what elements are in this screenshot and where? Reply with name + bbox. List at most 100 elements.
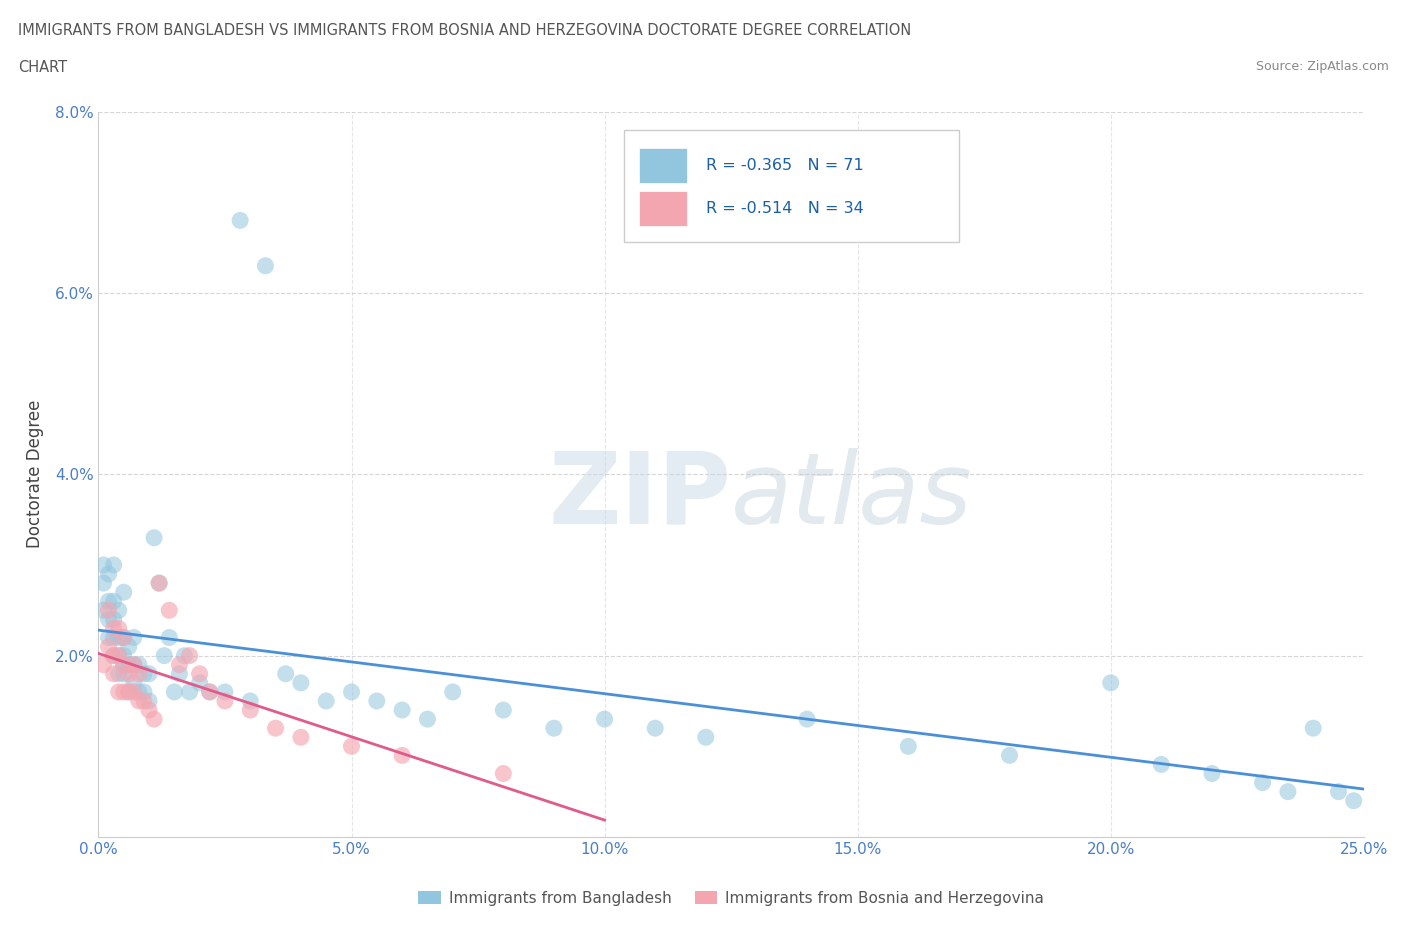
Point [290, 730, 312, 745]
Point [1099, 675, 1122, 690]
Point [796, 711, 818, 726]
Point [107, 666, 129, 681]
Point [107, 648, 129, 663]
Point [391, 748, 413, 763]
Point [157, 603, 180, 618]
Point [188, 675, 211, 690]
Point [274, 666, 297, 681]
Text: R = -0.514   N = 34: R = -0.514 N = 34 [706, 201, 863, 217]
Point [148, 576, 170, 591]
Point [169, 666, 191, 681]
Point [107, 621, 129, 636]
Point [188, 666, 211, 681]
Point [118, 684, 141, 699]
Point [391, 703, 413, 718]
Point [229, 213, 252, 228]
Point [366, 694, 388, 709]
FancyBboxPatch shape [623, 130, 959, 242]
Point [107, 684, 129, 699]
Point [112, 631, 135, 645]
Point [254, 259, 277, 273]
Point [239, 703, 262, 718]
Point [897, 738, 920, 753]
Text: atlas: atlas [731, 447, 973, 545]
Point [97, 639, 120, 654]
Point [138, 666, 160, 681]
Point [1302, 721, 1324, 736]
Point [112, 684, 135, 699]
Text: Source: ZipAtlas.com: Source: ZipAtlas.com [1256, 60, 1389, 73]
Point [138, 694, 160, 709]
Point [103, 648, 125, 663]
Point [1327, 784, 1350, 799]
Point [103, 558, 125, 573]
Point [97, 603, 120, 618]
Text: ZIP: ZIP [548, 447, 731, 545]
Point [112, 631, 135, 645]
Point [112, 658, 135, 672]
Point [132, 666, 155, 681]
Point [1343, 793, 1365, 808]
Point [179, 648, 201, 663]
Point [143, 530, 166, 545]
Point [122, 658, 145, 672]
Point [492, 703, 515, 718]
Point [103, 648, 125, 663]
Point [1277, 784, 1299, 799]
Point [492, 766, 515, 781]
Point [340, 684, 363, 699]
Point [122, 675, 145, 690]
Text: IMMIGRANTS FROM BANGLADESH VS IMMIGRANTS FROM BOSNIA AND HERZEGOVINA DOCTORATE D: IMMIGRANTS FROM BANGLADESH VS IMMIGRANTS… [18, 23, 911, 38]
Y-axis label: Doctorate Degree: Doctorate Degree [25, 400, 44, 549]
Point [112, 648, 135, 663]
Point [118, 639, 141, 654]
Point [122, 658, 145, 672]
Point [122, 631, 145, 645]
Point [1150, 757, 1173, 772]
Point [173, 648, 195, 663]
Point [998, 748, 1021, 763]
Point [103, 631, 125, 645]
FancyBboxPatch shape [638, 148, 686, 182]
Point [441, 684, 464, 699]
Point [103, 621, 125, 636]
Point [132, 694, 155, 709]
Point [103, 612, 125, 627]
Point [103, 666, 125, 681]
Point [148, 576, 170, 591]
Point [416, 711, 439, 726]
Point [138, 703, 160, 718]
Point [543, 721, 565, 736]
Point [93, 658, 115, 672]
Point [128, 684, 150, 699]
Point [157, 631, 180, 645]
Text: R = -0.365   N = 71: R = -0.365 N = 71 [706, 158, 863, 173]
Point [128, 694, 150, 709]
Text: CHART: CHART [18, 60, 67, 75]
Point [214, 684, 236, 699]
Point [163, 684, 186, 699]
FancyBboxPatch shape [638, 192, 686, 226]
Point [112, 666, 135, 681]
Point [198, 684, 221, 699]
Point [97, 566, 120, 581]
Point [290, 675, 312, 690]
Point [107, 631, 129, 645]
Point [264, 721, 287, 736]
Point [593, 711, 616, 726]
Point [118, 684, 141, 699]
Point [97, 612, 120, 627]
Legend: Immigrants from Bangladesh, Immigrants from Bosnia and Herzegovina: Immigrants from Bangladesh, Immigrants f… [412, 884, 1050, 911]
Point [103, 594, 125, 609]
Point [214, 694, 236, 709]
Point [93, 576, 115, 591]
Point [1251, 776, 1274, 790]
Point [97, 631, 120, 645]
Point [128, 658, 150, 672]
Point [93, 603, 115, 618]
Point [97, 594, 120, 609]
Point [239, 694, 262, 709]
Point [1201, 766, 1223, 781]
Point [153, 648, 176, 663]
Point [118, 666, 141, 681]
